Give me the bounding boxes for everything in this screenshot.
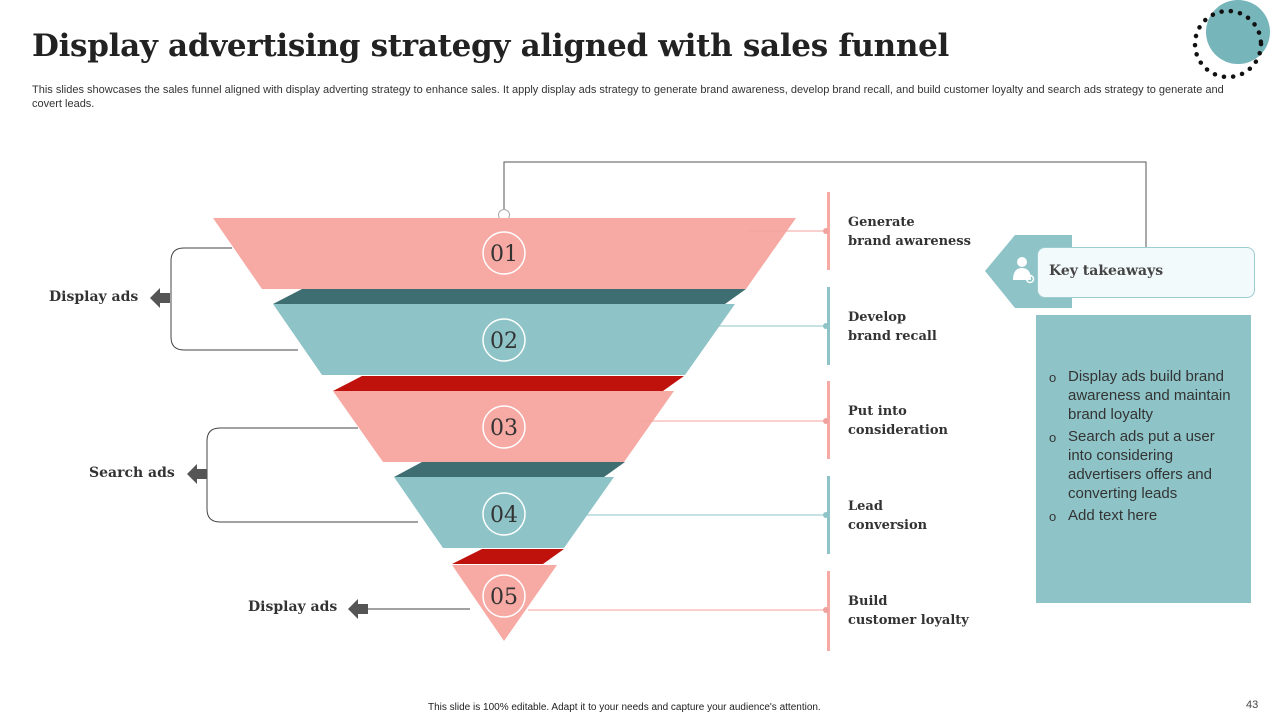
stage-dot-1 <box>823 228 829 234</box>
stage-number-4: 04 <box>490 503 518 528</box>
key-takeaways-title: Key takeaways <box>1049 263 1164 279</box>
stage-number-5: 05 <box>490 585 518 610</box>
group-label-display-ads-top: Display ads <box>49 289 139 305</box>
stage-dot-2 <box>823 323 829 329</box>
stage-label-4: Lead conversion <box>848 497 927 535</box>
stage-number-circle-4 <box>482 492 526 536</box>
arrow-left-icon <box>187 464 207 484</box>
stage-label-2-line1: Develop <box>848 310 907 325</box>
stage-dot-5 <box>823 607 829 613</box>
stage-number-circle-5 <box>482 574 526 618</box>
stage-dot-4 <box>823 512 829 518</box>
stage-label-1-line1: Generate <box>848 215 915 230</box>
stage-label-3-line1: Put into <box>848 404 907 419</box>
stage-number-3: 03 <box>490 416 518 441</box>
person-key-icon <box>1013 257 1035 284</box>
takeaway-item: Search ads put a user into considering a… <box>1048 427 1243 503</box>
key-takeaways-list: Display ads build brand awareness and ma… <box>1048 367 1243 528</box>
stage-dot-3 <box>823 418 829 424</box>
page-number: 43 <box>1246 699 1259 711</box>
takeaway-item: Add text here <box>1048 506 1243 526</box>
funnel-band-4 <box>452 549 564 564</box>
funnel-band-1 <box>273 289 746 304</box>
page-title: Display advertising strategy aligned wit… <box>32 28 950 64</box>
footer-note: This slide is 100% editable. Adapt it to… <box>428 702 821 713</box>
stage-label-5-line1: Build <box>848 594 888 609</box>
group-label-display-ads-bottom: Display ads <box>248 599 338 615</box>
arrow-left-icon <box>150 288 170 308</box>
arrow-left-icon <box>348 599 368 619</box>
key-takeaways-header <box>1037 247 1255 298</box>
stage-label-4-line2: conversion <box>848 518 928 533</box>
page-subtitle: This slides showcases the sales funnel a… <box>32 84 1224 110</box>
stage-label-4-line1: Lead <box>848 499 883 514</box>
stage-label-3-line2: consideration <box>848 423 948 438</box>
stage-number-2: 02 <box>490 329 518 354</box>
stage-number-circle-1 <box>482 231 526 275</box>
funnel-band-2 <box>333 376 684 391</box>
decorative-circle-icon <box>1192 0 1270 80</box>
takeaway-connector <box>503 161 1147 247</box>
stage-label-5-line2: customer loyalty <box>848 613 969 628</box>
group-bracket-display-top <box>170 247 298 351</box>
stage-label-2: Develop brand recall <box>848 308 937 346</box>
stage-label-5: Build customer loyalty <box>848 592 969 630</box>
funnel-band-3 <box>394 462 625 477</box>
stage-label-1: Generate brand awareness <box>848 213 971 251</box>
stage-label-1-line2: brand awareness <box>848 234 971 249</box>
stage-number-circle-2 <box>482 318 526 362</box>
stage-number-circle-3 <box>482 405 526 449</box>
stage-number-1: 01 <box>490 242 518 267</box>
takeaway-item: Display ads build brand awareness and ma… <box>1048 367 1243 424</box>
stage-label-2-line2: brand recall <box>848 329 937 344</box>
group-label-search-ads: Search ads <box>89 465 175 481</box>
stage-label-3: Put into consideration <box>848 402 948 440</box>
